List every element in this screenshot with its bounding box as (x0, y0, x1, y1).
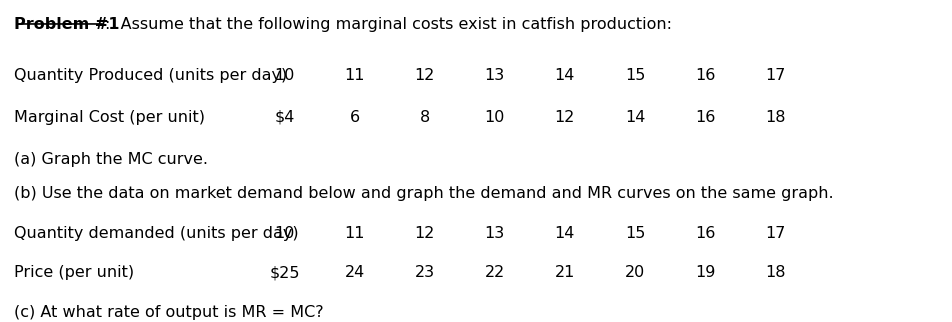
Text: 19: 19 (694, 265, 715, 280)
Text: 15: 15 (625, 68, 645, 82)
Text: 23: 23 (414, 265, 434, 280)
Text: Problem #1: Problem #1 (14, 17, 120, 33)
Text: 12: 12 (414, 68, 434, 82)
Text: 18: 18 (764, 265, 784, 280)
Text: 10: 10 (274, 68, 294, 82)
Text: 6: 6 (349, 110, 359, 125)
Text: 14: 14 (625, 110, 645, 125)
Text: 16: 16 (694, 226, 715, 241)
Text: 12: 12 (414, 226, 434, 241)
Text: (c) At what rate of output is MR = MC?: (c) At what rate of output is MR = MC? (14, 305, 324, 320)
Text: 17: 17 (764, 68, 784, 82)
Text: $25: $25 (269, 265, 300, 280)
Text: 22: 22 (485, 265, 505, 280)
Text: 11: 11 (344, 226, 365, 241)
Text: 16: 16 (694, 68, 715, 82)
Text: Marginal Cost (per unit): Marginal Cost (per unit) (14, 110, 206, 125)
Text: 13: 13 (485, 226, 505, 241)
Text: Quantity Produced (units per day): Quantity Produced (units per day) (14, 68, 288, 82)
Text: 16: 16 (694, 110, 715, 125)
Text: 18: 18 (764, 110, 784, 125)
Text: 14: 14 (554, 68, 574, 82)
Text: 11: 11 (344, 68, 365, 82)
Text: Price (per unit): Price (per unit) (14, 265, 134, 280)
Text: 14: 14 (554, 226, 574, 241)
Text: 13: 13 (485, 68, 505, 82)
Text: 8: 8 (419, 110, 429, 125)
Text: 17: 17 (764, 226, 784, 241)
Text: 12: 12 (554, 110, 574, 125)
Text: (b) Use the data on market demand below and graph the demand and MR curves on th: (b) Use the data on market demand below … (14, 186, 833, 201)
Text: $4: $4 (274, 110, 294, 125)
Text: 20: 20 (625, 265, 645, 280)
Text: 15: 15 (625, 226, 645, 241)
Text: 10: 10 (274, 226, 294, 241)
Text: 21: 21 (554, 265, 574, 280)
Text: (a) Graph the MC curve.: (a) Graph the MC curve. (14, 152, 208, 167)
Text: Quantity demanded (units per day): Quantity demanded (units per day) (14, 226, 299, 241)
Text: :  Assume that the following marginal costs exist in catfish production:: : Assume that the following marginal cos… (105, 17, 671, 33)
Text: 24: 24 (344, 265, 365, 280)
Text: 10: 10 (485, 110, 505, 125)
